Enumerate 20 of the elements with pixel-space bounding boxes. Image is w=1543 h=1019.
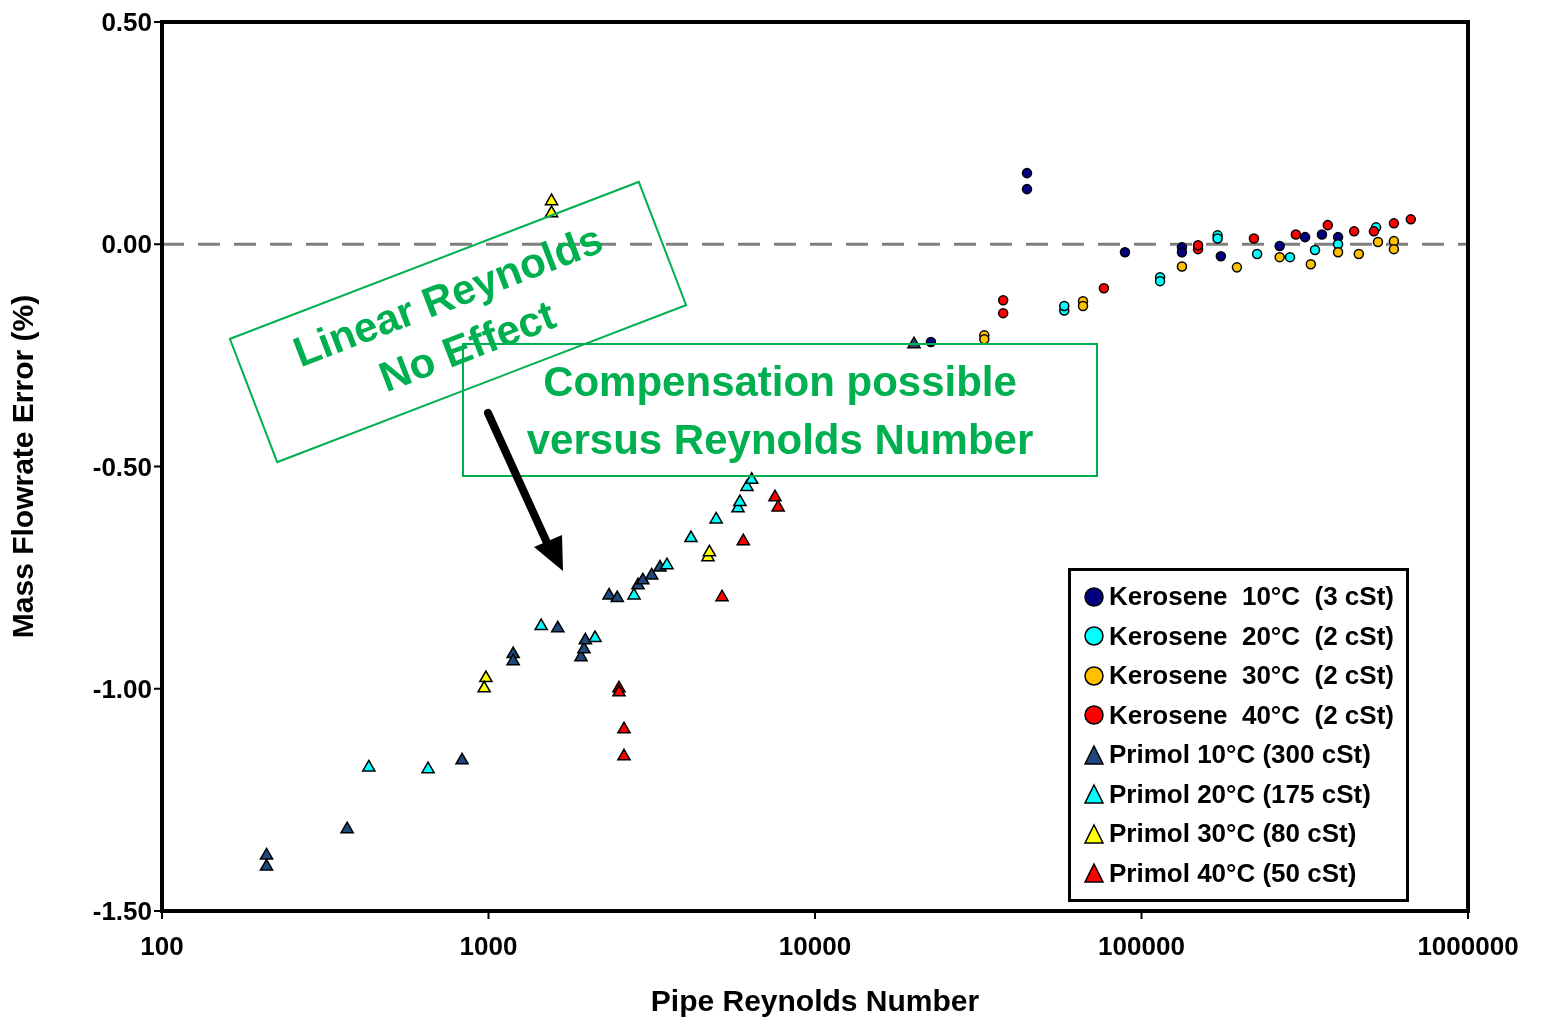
y-tick-label: -1.00	[92, 673, 152, 704]
x-tick-label: 1000000	[1417, 931, 1519, 962]
legend-label: Kerosene 30°C (2 cSt)	[1109, 660, 1394, 692]
x-tick-label: 1000	[459, 931, 518, 962]
legend-label: Primol 40°C (50 cSt)	[1109, 857, 1357, 889]
y-tick-label: -1.50	[92, 896, 152, 927]
x-tick-label: 10000	[778, 931, 852, 962]
legend-label: Primol 10°C (300 cSt)	[1109, 739, 1371, 771]
x-tick-label: 100000	[1098, 931, 1185, 962]
legend-label: Kerosene 20°C (2 cSt)	[1109, 620, 1394, 652]
legend-label: Kerosene 10°C (3 cSt)	[1109, 581, 1394, 613]
x-axis-title: Pipe Reynolds Number	[650, 984, 980, 1017]
legend-label: Primol 20°C (175 cSt)	[1109, 778, 1371, 810]
y-tick-label: 0.50	[101, 7, 152, 38]
y-axis-title: Mass Flowrate Error (%)	[5, 294, 39, 639]
legend-label: Kerosene 40°C (2 cSt)	[1109, 699, 1394, 731]
x-tick-label: 100	[140, 931, 184, 962]
y-tick-label: 0.00	[101, 229, 152, 260]
legend-label: Primol 30°C (80 cSt)	[1109, 818, 1357, 850]
y-tick-label: -0.50	[92, 451, 152, 482]
